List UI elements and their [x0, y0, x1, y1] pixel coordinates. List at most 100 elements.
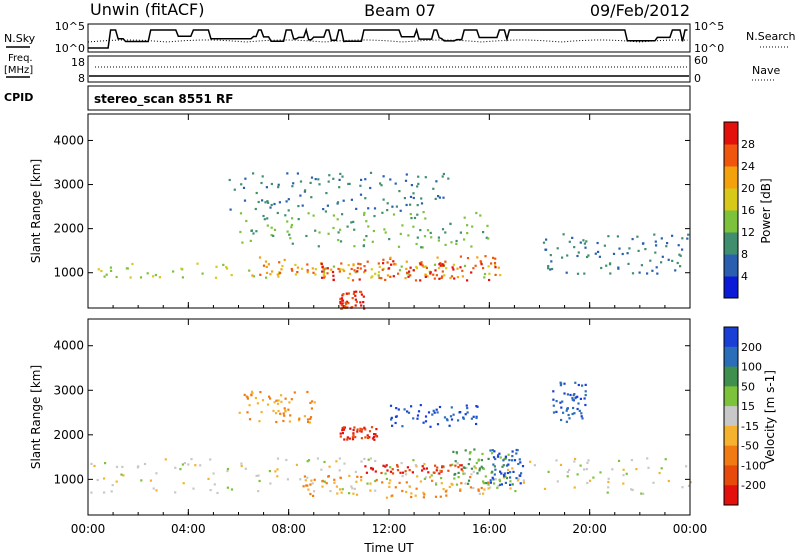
nsearch-trace: [87, 39, 688, 43]
data-cell: [426, 229, 430, 232]
data-cell: [422, 211, 425, 214]
data-cell: [372, 229, 375, 233]
data-cell: [412, 196, 415, 200]
station-title: Unwin (fitACF): [90, 0, 204, 19]
data-cell: [437, 267, 441, 270]
data-cell: [464, 449, 467, 452]
data-cell: [493, 261, 497, 265]
data-cell: [230, 274, 233, 277]
data-cell: [433, 263, 437, 266]
data-cell: [382, 175, 385, 178]
data-cell: [470, 245, 473, 248]
data-cell: [422, 491, 425, 494]
data-cell: [261, 399, 265, 402]
data-cell: [389, 404, 393, 407]
data-cell: [487, 481, 490, 484]
data-cell: [576, 272, 580, 275]
data-cell: [573, 460, 576, 463]
data-cell: [429, 425, 432, 428]
data-cell: [478, 467, 481, 470]
data-cell: [496, 455, 500, 458]
data-cell: [401, 475, 404, 478]
data-cell: [444, 490, 447, 493]
data-cell: [617, 267, 620, 270]
data-cell: [566, 407, 569, 410]
data-cell: [333, 478, 336, 481]
data-cell: [494, 264, 497, 267]
data-cell: [583, 468, 586, 471]
data-cell: [492, 256, 495, 259]
data-cell: [337, 267, 340, 270]
data-cell: [155, 472, 158, 475]
data-cell: [442, 196, 445, 199]
data-cell: [339, 172, 342, 175]
data-cell: [419, 229, 422, 232]
data-cell: [317, 245, 320, 248]
data-cell: [440, 276, 443, 279]
data-cell: [254, 207, 257, 211]
colorbar-tick-label: -200: [741, 479, 766, 492]
data-cell: [480, 486, 483, 490]
data-cell: [439, 264, 442, 267]
data-cell: [565, 409, 568, 412]
data-cell: [374, 480, 377, 483]
data-cell: [559, 384, 562, 387]
data-cell: [245, 219, 248, 223]
data-cell: [566, 254, 569, 257]
data-cell: [549, 268, 552, 271]
data-cell: [453, 277, 456, 280]
data-cell: [505, 464, 509, 467]
data-cell: [416, 236, 419, 239]
data-cell: [451, 266, 454, 269]
cpid-label: CPID: [4, 91, 33, 104]
data-cell: [607, 480, 610, 484]
data-cell: [452, 268, 455, 271]
data-cell: [399, 471, 402, 474]
data-cell: [391, 205, 394, 208]
data-cell: [454, 460, 457, 463]
data-cell: [226, 467, 230, 471]
data-cell: [285, 200, 288, 203]
data-cell: [566, 393, 569, 396]
data-cell: [689, 481, 692, 484]
data-cell: [371, 468, 374, 471]
data-cell: [584, 383, 587, 386]
data-cell: [404, 277, 407, 280]
data-cell: [499, 274, 502, 277]
data-cell: [487, 237, 490, 240]
data-cell: [642, 242, 645, 245]
data-cell: [377, 271, 381, 274]
data-cell: [287, 408, 290, 411]
data-cell: [482, 480, 485, 483]
data-cell: [459, 488, 462, 491]
data-cell: [416, 185, 419, 188]
data-cell: [469, 451, 472, 454]
data-cell: [545, 248, 548, 251]
data-cell: [367, 225, 370, 228]
data-cell: [353, 228, 356, 231]
data-cell: [366, 260, 369, 263]
data-cell: [410, 184, 413, 187]
data-cell: [424, 176, 427, 179]
cpid-value: stereo_scan 8551 RF: [94, 92, 233, 107]
data-cell: [183, 462, 186, 465]
colorbar-segment: [724, 327, 738, 348]
data-cell: [422, 496, 425, 499]
data-cell: [307, 488, 310, 491]
data-cell: [239, 230, 242, 234]
data-cell: [487, 265, 490, 268]
data-cell: [279, 271, 282, 275]
data-cell: [480, 459, 483, 462]
data-cell: [563, 382, 566, 385]
data-cell: [374, 433, 377, 436]
data-cell: [450, 241, 453, 244]
data-cell: [360, 293, 363, 296]
data-cell: [463, 472, 466, 475]
data-cell: [291, 185, 294, 188]
data-cell: [410, 405, 413, 408]
data-cell: [427, 411, 431, 414]
data-cell: [352, 432, 355, 435]
data-cell: [321, 485, 324, 488]
data-cell: [347, 264, 350, 267]
data-cell: [246, 397, 249, 400]
